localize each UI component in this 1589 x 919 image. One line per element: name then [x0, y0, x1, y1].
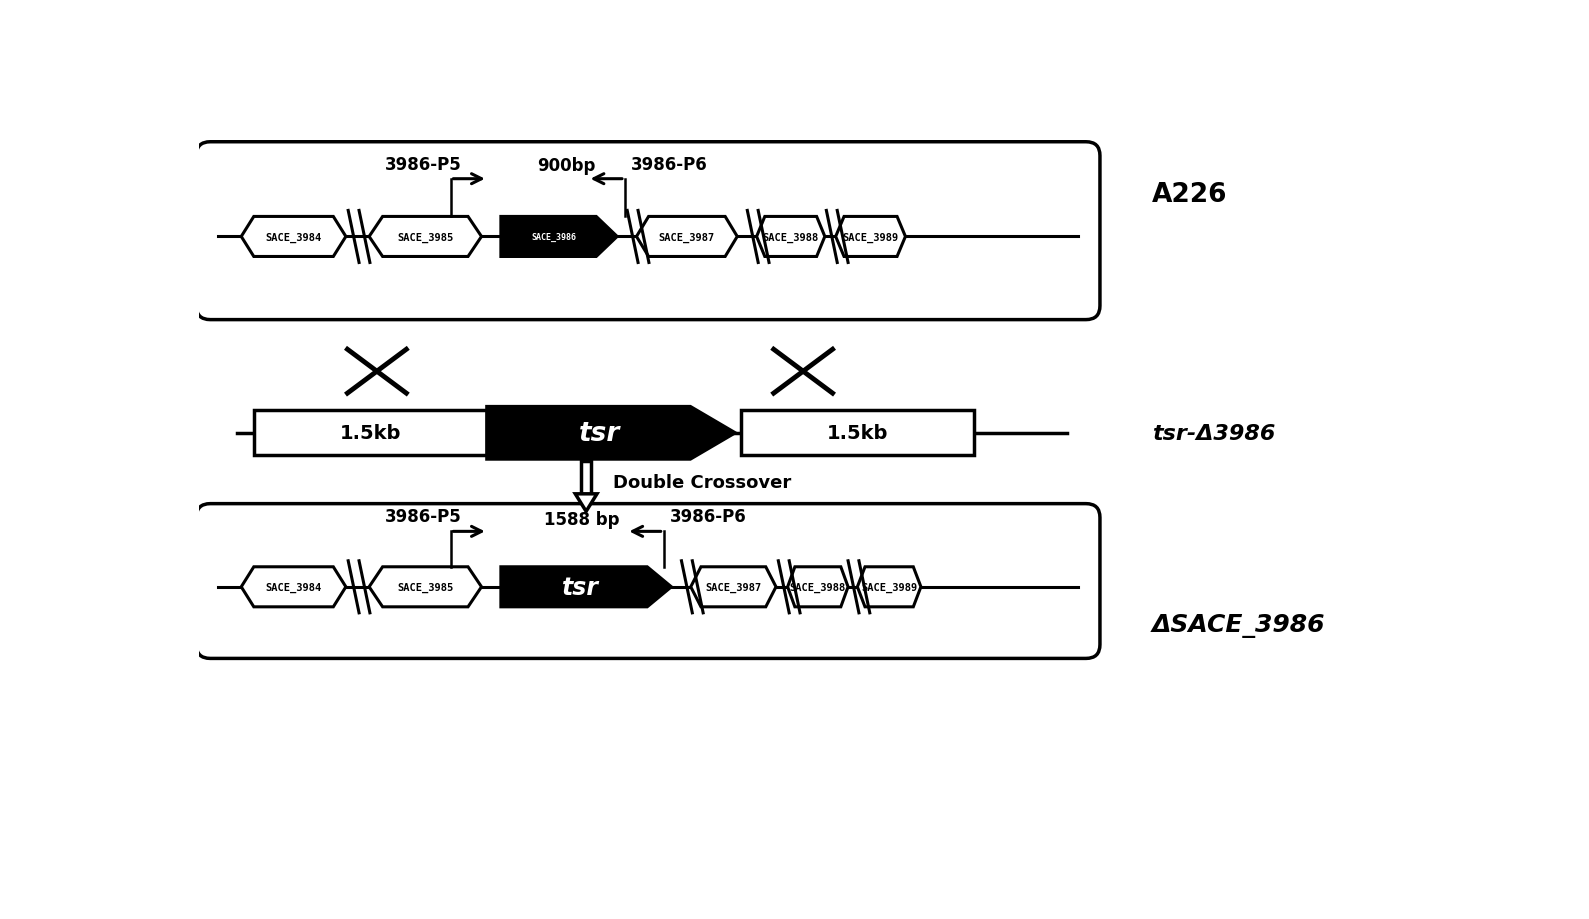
Polygon shape — [575, 494, 597, 512]
Polygon shape — [369, 217, 481, 257]
Bar — [254, 411, 486, 456]
FancyBboxPatch shape — [197, 505, 1100, 659]
Text: SACE_3985: SACE_3985 — [397, 582, 453, 592]
Text: SACE_3986: SACE_3986 — [531, 233, 577, 242]
Text: Double Crossover: Double Crossover — [613, 474, 791, 492]
Text: 900bp: 900bp — [537, 156, 596, 175]
Text: tsr: tsr — [561, 575, 599, 599]
Text: SACE_3988: SACE_3988 — [790, 582, 845, 592]
Polygon shape — [637, 217, 737, 257]
Polygon shape — [858, 567, 922, 607]
Polygon shape — [756, 217, 825, 257]
Polygon shape — [242, 217, 346, 257]
Text: SACE_3987: SACE_3987 — [659, 233, 715, 243]
Text: ΔSACE_3986: ΔSACE_3986 — [1152, 614, 1325, 638]
Text: SACE_3987: SACE_3987 — [706, 582, 761, 592]
Text: 1588 bp: 1588 bp — [545, 510, 620, 528]
Polygon shape — [501, 567, 672, 607]
Text: SACE_3985: SACE_3985 — [397, 233, 453, 243]
Polygon shape — [691, 567, 775, 607]
Text: 3986-P6: 3986-P6 — [631, 155, 707, 174]
Bar — [740, 411, 974, 456]
Text: 3986-P6: 3986-P6 — [671, 507, 747, 526]
Text: tsr: tsr — [578, 420, 620, 447]
Text: SACE_3989: SACE_3989 — [861, 582, 917, 592]
Text: 3986-P5: 3986-P5 — [385, 507, 461, 526]
Text: A226: A226 — [1152, 182, 1227, 208]
FancyBboxPatch shape — [197, 142, 1100, 320]
Polygon shape — [836, 217, 906, 257]
Text: 1.5kb: 1.5kb — [826, 424, 888, 443]
Bar — [582, 461, 591, 494]
Polygon shape — [242, 567, 346, 607]
Text: SACE_3988: SACE_3988 — [763, 233, 818, 243]
Polygon shape — [486, 407, 736, 460]
Text: tsr-Δ3986: tsr-Δ3986 — [1152, 424, 1276, 443]
Text: 1.5kb: 1.5kb — [340, 424, 402, 443]
Text: SACE_3984: SACE_3984 — [265, 233, 321, 243]
Polygon shape — [369, 567, 481, 607]
Text: SACE_3984: SACE_3984 — [265, 582, 321, 592]
Polygon shape — [501, 217, 617, 257]
Polygon shape — [788, 567, 849, 607]
Text: 3986-P5: 3986-P5 — [385, 155, 461, 174]
Text: SACE_3989: SACE_3989 — [842, 233, 899, 243]
